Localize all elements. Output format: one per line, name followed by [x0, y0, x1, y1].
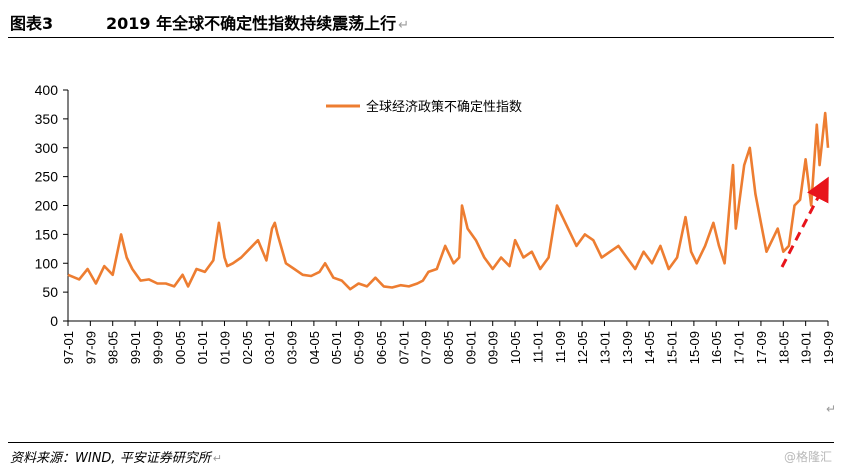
x-tick-label: 14-05: [642, 331, 657, 364]
source-note: 资料来源：WIND, 平安证券研究所 ↵: [10, 447, 222, 466]
y-tick-label: 50: [42, 284, 58, 300]
y-tick-label: 0: [50, 313, 58, 329]
figure-title-text: 2019 年全球不确定性指数持续震荡上行: [106, 14, 397, 33]
line-chart: 0 50 100 150 200 250 300 350 400 97-01 97-09 98-05…: [35, 82, 836, 364]
x-tick-label: 98-05: [106, 331, 121, 364]
x-tick-label: 11-01: [530, 331, 545, 363]
y-tick-label: 300: [35, 140, 59, 156]
figure-number: 图表3: [10, 14, 54, 33]
x-tick-label: 16-05: [709, 331, 724, 364]
y-axis: 0 50 100 150 200 250 300 350 400: [35, 82, 69, 329]
y-tick-label: 250: [35, 169, 59, 185]
footer-rule: [8, 442, 834, 443]
y-tick-label: 150: [35, 226, 59, 242]
x-tick-label: 03-01: [262, 331, 277, 364]
y-tick-label: 200: [35, 198, 59, 214]
x-tick-label: 01-09: [217, 331, 232, 364]
y-tick-label: 400: [35, 82, 59, 98]
figure-title: 2019 年全球不确定性指数持续震荡上行 ↵: [106, 10, 409, 34]
trend-arrow: [780, 176, 829, 268]
x-tick-label: 12-05: [575, 331, 590, 364]
legend-label: 全球经济政策不确定性指数: [366, 99, 522, 115]
x-tick-label: 05-09: [352, 331, 367, 364]
x-tick-label: 97-01: [61, 331, 76, 364]
x-tick-label: 03-09: [285, 331, 300, 364]
figure-header: 图表3 2019 年全球不确定性指数持续震荡上行 ↵: [8, 8, 834, 34]
x-tick-label: 09-09: [486, 331, 501, 364]
trend-annotation: [780, 176, 829, 268]
x-tick-label: 13-01: [597, 331, 612, 364]
x-tick-label: 04-05: [307, 331, 322, 364]
x-tick-label: 00-05: [173, 331, 188, 364]
x-tick-label: 19-09: [821, 331, 836, 364]
paragraph-mark-icon: ↵: [212, 452, 222, 465]
x-tick-label: 05-01: [329, 331, 344, 364]
x-tick-label: 18-05: [776, 331, 791, 364]
x-tick-label: 15-09: [687, 331, 702, 364]
x-tick-label: 19-01: [799, 331, 814, 364]
x-axis: 97-01 97-09 98-05 99-01 99-09 00-05 01-01 01-09…: [61, 320, 836, 364]
header-rule: [8, 37, 834, 38]
x-tick-label: 02-05: [240, 331, 255, 364]
x-tick-label: 11-09: [553, 331, 568, 363]
x-tick-label: 97-09: [83, 331, 98, 364]
x-tick-label: 15-01: [665, 331, 680, 364]
series-line: [67, 111, 830, 291]
x-tick-label: 10-05: [508, 331, 523, 364]
source-text: 资料来源：WIND, 平安证券研究所: [10, 451, 211, 466]
x-tick-label: 13-09: [620, 331, 635, 364]
x-tick-label: 99-09: [150, 331, 165, 364]
paragraph-mark-icon: ↵: [398, 18, 410, 33]
paragraph-mark-icon: ↵: [826, 402, 837, 416]
y-tick-label: 100: [35, 255, 59, 271]
x-tick-label: 07-09: [419, 331, 434, 364]
watermark: @格隆汇: [783, 450, 832, 464]
x-tick-label: 06-05: [374, 331, 389, 364]
series-layer: [67, 111, 830, 291]
x-tick-label: 09-01: [463, 331, 478, 364]
x-tick-label: 07-01: [396, 331, 411, 364]
legend: 全球经济政策不确定性指数: [326, 99, 522, 115]
y-tick-label: 350: [35, 111, 59, 127]
x-tick-label: 99-01: [128, 331, 143, 364]
x-tick-label: 17-09: [754, 331, 769, 364]
x-tick-label: 08-05: [441, 331, 456, 364]
x-tick-label: 17-01: [732, 331, 747, 364]
x-tick-label: 01-01: [195, 331, 210, 364]
